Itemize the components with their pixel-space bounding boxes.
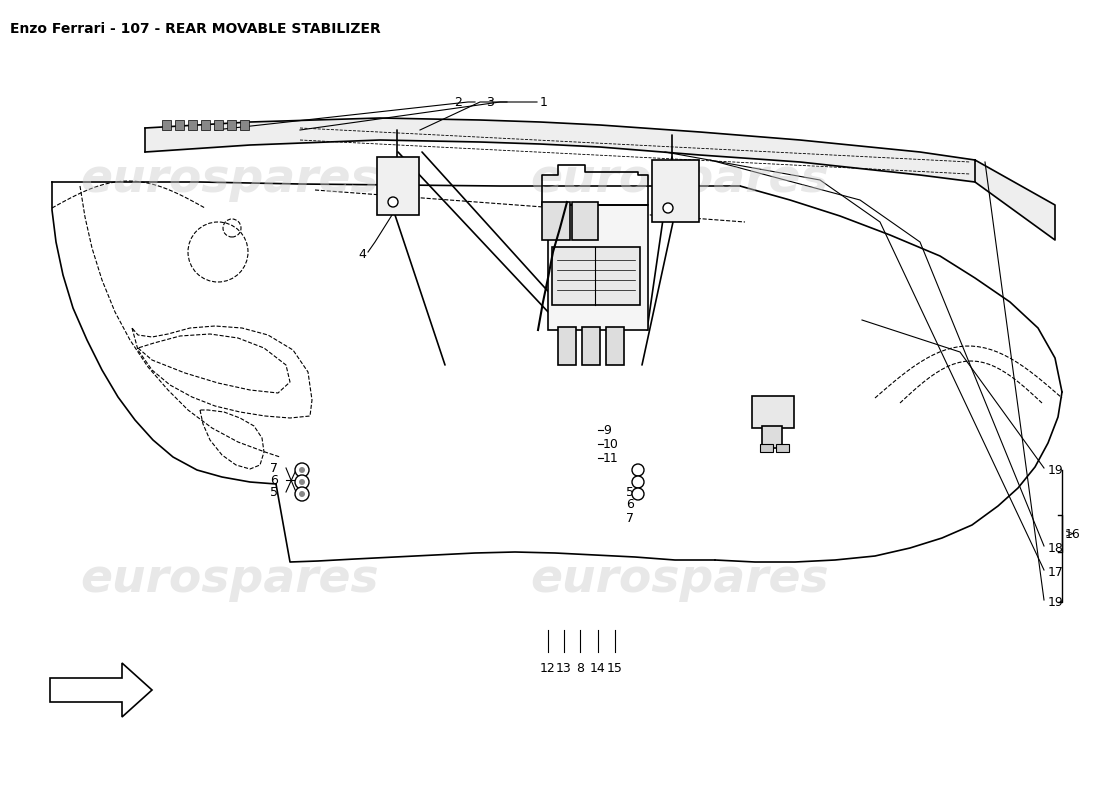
Text: 16: 16 bbox=[1065, 529, 1080, 542]
Bar bbox=[606, 327, 624, 365]
Circle shape bbox=[632, 488, 644, 500]
Bar bbox=[175, 120, 184, 130]
Bar bbox=[548, 205, 648, 330]
Circle shape bbox=[663, 203, 673, 213]
Circle shape bbox=[388, 197, 398, 207]
Circle shape bbox=[299, 467, 305, 473]
Bar bbox=[162, 120, 170, 130]
Text: 12: 12 bbox=[540, 662, 556, 675]
Text: 3: 3 bbox=[486, 95, 494, 109]
Circle shape bbox=[295, 463, 309, 477]
Text: eurospares: eurospares bbox=[80, 158, 380, 202]
Polygon shape bbox=[50, 663, 152, 717]
Text: 13: 13 bbox=[557, 662, 572, 675]
Bar bbox=[377, 157, 419, 215]
Text: 7: 7 bbox=[270, 462, 278, 474]
Bar bbox=[582, 327, 600, 365]
Bar bbox=[762, 426, 782, 448]
Bar bbox=[652, 160, 698, 222]
Text: 8: 8 bbox=[576, 662, 584, 675]
Text: Enzo Ferrari - 107 - REAR MOVABLE STABILIZER: Enzo Ferrari - 107 - REAR MOVABLE STABIL… bbox=[10, 22, 381, 36]
Bar bbox=[558, 327, 576, 365]
Circle shape bbox=[632, 476, 644, 488]
Text: 19: 19 bbox=[1048, 595, 1064, 609]
Text: 5: 5 bbox=[270, 486, 278, 498]
Bar bbox=[214, 120, 223, 130]
Bar bbox=[776, 444, 789, 452]
Bar bbox=[752, 396, 794, 428]
Bar bbox=[760, 444, 773, 452]
Text: eurospares: eurospares bbox=[530, 558, 829, 602]
Text: 11: 11 bbox=[603, 451, 618, 465]
Bar bbox=[227, 120, 236, 130]
Text: 1: 1 bbox=[540, 95, 548, 109]
Text: 17: 17 bbox=[1048, 566, 1064, 578]
Polygon shape bbox=[975, 160, 1055, 240]
Text: eurospares: eurospares bbox=[530, 158, 829, 202]
Text: 19: 19 bbox=[1048, 463, 1064, 477]
Circle shape bbox=[632, 464, 644, 476]
Bar bbox=[201, 120, 210, 130]
Circle shape bbox=[295, 475, 309, 489]
Text: 4: 4 bbox=[359, 249, 366, 262]
Text: 18: 18 bbox=[1048, 542, 1064, 554]
Text: 15: 15 bbox=[607, 662, 623, 675]
Circle shape bbox=[299, 479, 305, 485]
Bar bbox=[552, 247, 640, 305]
Bar bbox=[542, 202, 570, 240]
Bar bbox=[240, 120, 249, 130]
Bar bbox=[188, 120, 197, 130]
Text: 5: 5 bbox=[626, 486, 634, 498]
Text: 6: 6 bbox=[626, 498, 634, 511]
Text: 14: 14 bbox=[590, 662, 606, 675]
Text: eurospares: eurospares bbox=[80, 558, 380, 602]
Text: 2: 2 bbox=[454, 95, 462, 109]
Text: 7: 7 bbox=[626, 511, 634, 525]
Text: 9: 9 bbox=[603, 423, 611, 437]
Text: >: > bbox=[1065, 528, 1075, 538]
Text: 6: 6 bbox=[271, 474, 278, 486]
Bar bbox=[572, 202, 598, 240]
Text: 10: 10 bbox=[603, 438, 619, 450]
Circle shape bbox=[295, 487, 309, 501]
Circle shape bbox=[299, 491, 305, 497]
